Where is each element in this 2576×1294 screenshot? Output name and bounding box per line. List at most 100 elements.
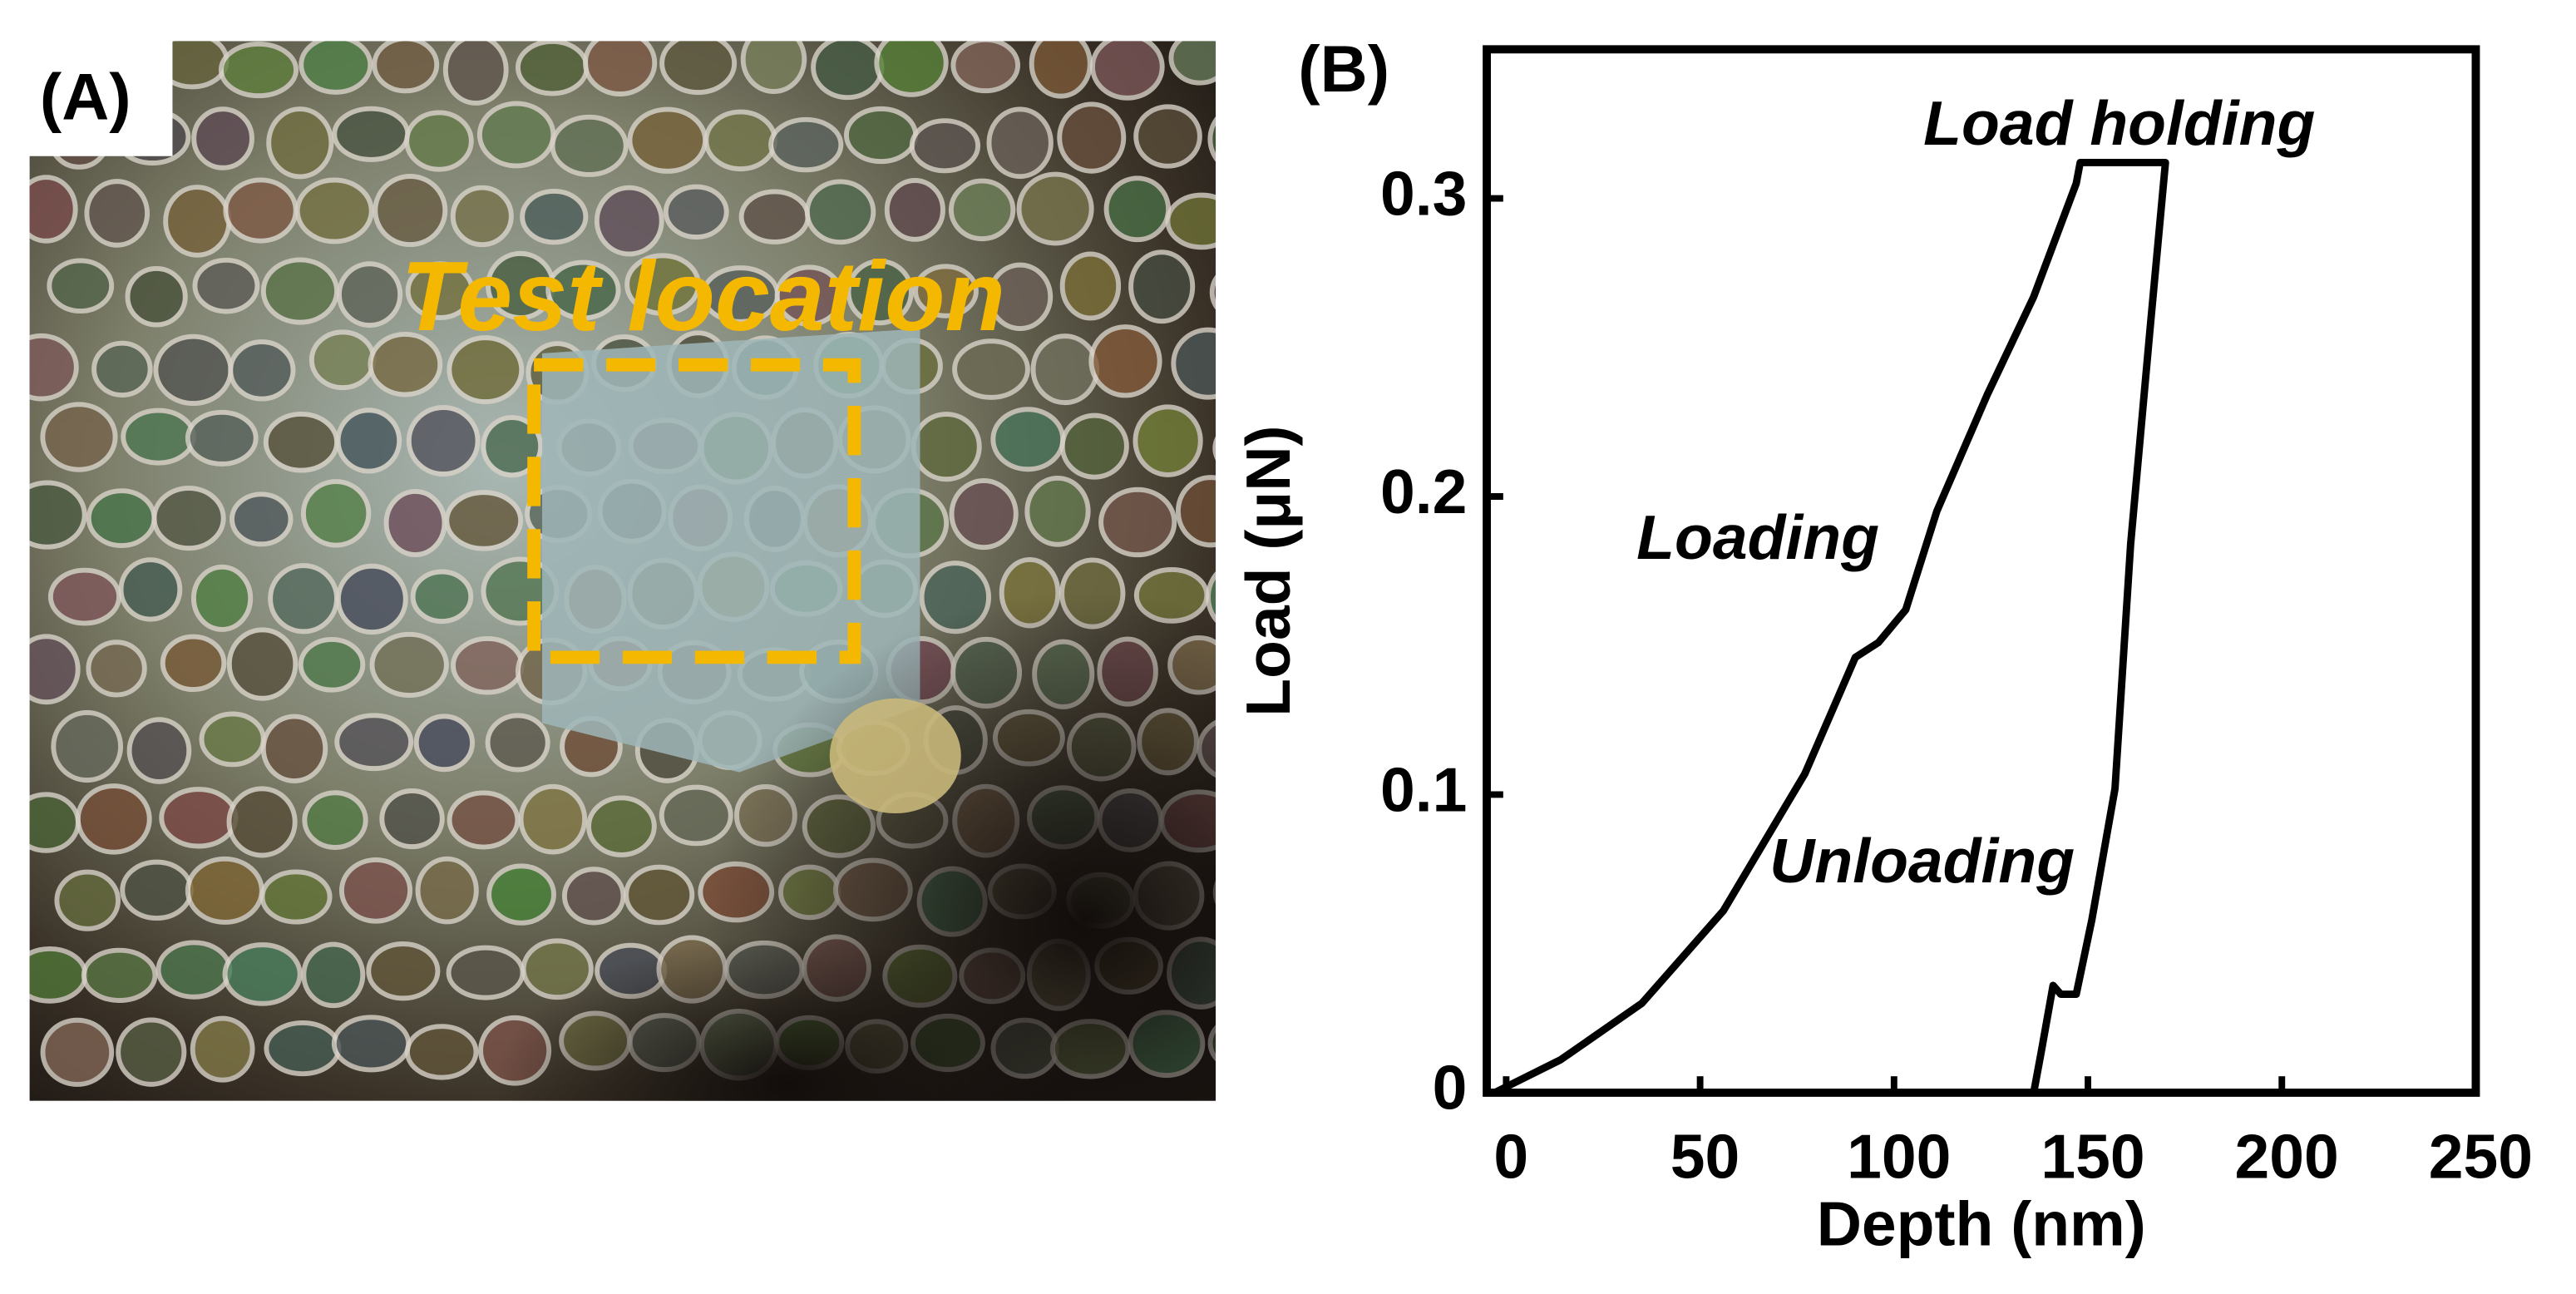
cell [338,857,413,924]
cell [447,335,525,405]
cell [29,634,81,705]
cell [29,175,78,244]
cell [990,407,1066,472]
cell [75,783,152,855]
cell [222,942,303,1006]
cell [118,557,183,622]
x-tick-label: 150 [2041,1122,2144,1192]
cell [372,41,440,94]
cell [768,116,844,173]
cell [260,714,328,783]
cell [874,41,949,97]
cell [948,178,1016,242]
cell [1030,333,1100,406]
cell [594,185,664,257]
cell [29,946,88,1004]
micrograph [29,41,1216,1101]
cell [308,329,377,391]
cell [520,188,589,245]
cell [192,257,260,314]
cell [586,795,657,857]
cell [663,184,729,240]
cell [51,709,124,783]
cell [1212,880,1216,905]
cell [804,179,876,245]
x-axis-title: Depth (nm) [1817,1189,2146,1259]
cell [369,631,449,699]
cell [446,945,526,1000]
cell [29,480,87,550]
cell [624,864,695,926]
x-tick-label: 100 [1847,1122,1951,1192]
cell [811,41,885,101]
cell [1133,404,1203,477]
cell [986,106,1054,180]
cell [47,567,122,626]
cell [366,941,441,1001]
cell [1209,274,1216,310]
cell [335,563,408,635]
label-box [0,0,173,156]
cell [47,258,115,314]
cell [410,569,474,625]
cell [268,563,339,635]
cell [476,101,556,169]
cell [561,867,626,926]
cell [29,792,81,853]
cell [383,488,447,558]
cell [624,253,701,316]
cell [266,106,334,180]
cell [331,1015,412,1073]
cell [125,265,188,328]
cell [29,333,79,402]
cell [1128,249,1196,324]
cell [120,859,194,921]
y-axis-title: Load (μN) [1233,425,1303,716]
cell [1024,475,1091,547]
cell [229,491,294,547]
cell [703,109,777,172]
cell [223,177,299,244]
cell [843,106,919,165]
cell [1029,41,1093,99]
cell [1207,1025,1216,1062]
cell [987,262,1054,332]
panel-label: (B) [1298,32,1389,106]
cell [259,869,333,925]
cell [774,264,844,327]
cell [86,488,157,549]
cell [84,179,151,248]
x-tick-label: 50 [1670,1122,1740,1192]
cell [627,106,708,174]
cell [950,41,1020,94]
cell [226,627,299,701]
cell [126,717,192,784]
cell [54,869,121,931]
cell [91,340,153,398]
curve [1493,159,2169,1096]
cell [1090,41,1165,101]
cell [444,490,524,551]
test-box [527,358,861,664]
cell [153,333,234,407]
cell [218,42,299,99]
cell [190,1015,255,1083]
cell [1098,486,1177,558]
cell [447,790,521,850]
cell [228,339,296,402]
cell [301,941,366,1009]
annotation: Unloading [1769,826,2075,896]
cell [294,177,374,244]
cell [415,856,479,925]
cell [116,1017,187,1087]
cell [404,110,474,172]
cell [191,106,254,170]
cell [406,405,481,477]
cell [949,478,1019,551]
cell [40,1017,115,1087]
cell [332,106,411,162]
cell [450,185,514,248]
particle [829,698,961,814]
